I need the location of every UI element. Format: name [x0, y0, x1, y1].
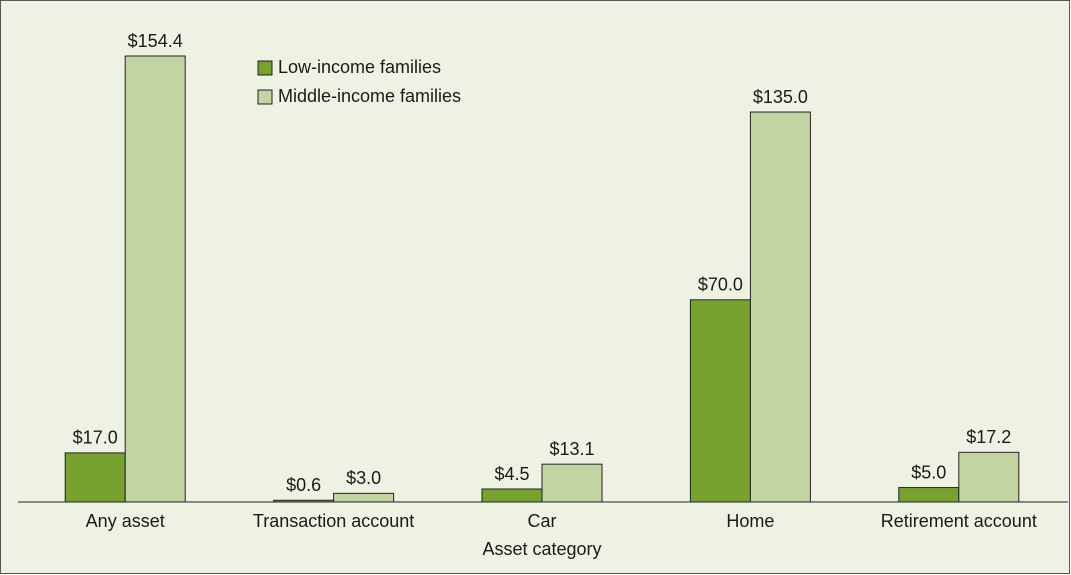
x-tick-label: Home [726, 511, 774, 531]
bar [689, 299, 751, 503]
bar [333, 492, 395, 503]
value-label: $17.2 [966, 427, 1011, 447]
bar [541, 463, 603, 503]
legend-swatch [257, 89, 273, 105]
value-label: $17.0 [73, 428, 118, 448]
value-label: $135.0 [753, 87, 808, 107]
legend-label: Middle-income families [278, 86, 461, 106]
bar [64, 452, 126, 503]
bar [749, 111, 811, 503]
x-tick-label: Transaction account [253, 511, 414, 531]
x-tick-label: Any asset [86, 511, 165, 531]
bar [958, 451, 1020, 503]
value-label: $70.0 [698, 275, 743, 295]
value-label: $5.0 [911, 462, 946, 482]
x-tick-label: Retirement account [881, 511, 1037, 531]
x-tick-label: Car [527, 511, 556, 531]
value-label: $13.1 [549, 439, 594, 459]
value-label: $4.5 [494, 464, 529, 484]
value-label: $0.6 [286, 475, 321, 495]
legend-swatch [257, 60, 273, 76]
bar [898, 487, 960, 503]
bar [124, 55, 186, 503]
legend-label: Low-income families [278, 57, 441, 77]
bar [481, 488, 543, 503]
x-axis-label: Asset category [482, 539, 601, 559]
value-label: $3.0 [346, 468, 381, 488]
value-label: $154.4 [128, 31, 183, 51]
